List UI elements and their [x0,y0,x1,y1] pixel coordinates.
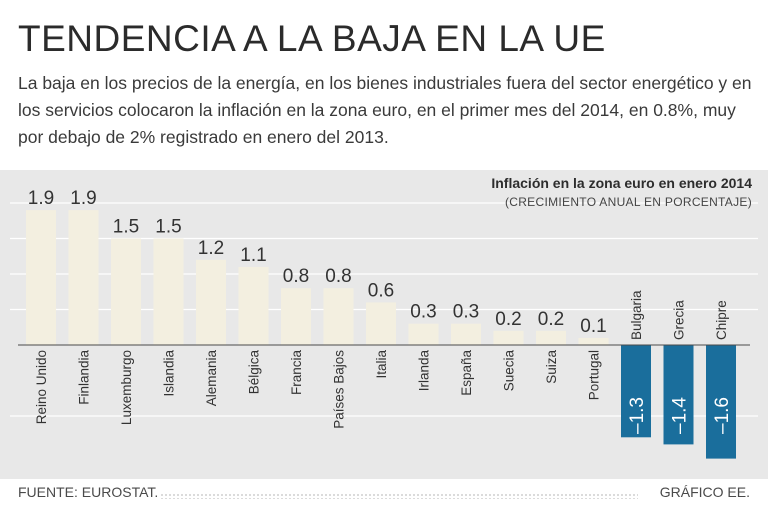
value-label: 0.3 [410,302,436,323]
value-label: 1.1 [240,245,266,266]
value-label: –1.4 [670,397,691,434]
category-label: Islandia [162,350,177,397]
category-label: Francia [289,350,304,396]
category-label: Italia [374,350,389,379]
value-label: –1.3 [627,397,648,434]
category-label: Grecia [672,300,687,340]
value-label: 0.3 [453,302,479,323]
value-label: 0.8 [325,266,351,287]
bar [281,288,311,345]
bar [26,210,56,345]
category-label: Luxemburgo [119,350,134,425]
chart-area: 1.9 Reino Unido 1.9 Finlandia 1.5 Luxemburgo 1… [0,170,768,479]
chart-title: Inflación en la zona euro en enero 2014 [491,175,752,191]
category-label: Portugal [587,350,602,400]
category-label: Suiza [544,350,559,384]
value-label: 0.8 [283,266,309,287]
value-label: 1.5 [155,217,181,238]
bar [153,238,184,345]
category-label: Bulgaria [629,290,644,340]
bar [238,266,269,345]
category-label: Países Bajos [332,350,347,429]
bar [536,330,566,345]
dotted-divider [160,493,638,499]
category-label: Irlanda [417,350,432,392]
bar [68,210,99,345]
category-label: Bélgica [247,350,262,395]
value-label: 0.2 [495,309,521,330]
bar [408,323,439,345]
footer: FUENTE: EUROSTAT. GRÁFICO EE. [0,479,768,509]
bar-chart: 1.9 Reino Unido 1.9 Finlandia 1.5 Luxemburgo 1… [10,175,758,459]
value-label: –1.6 [712,397,733,434]
category-label: Finlandia [77,350,92,405]
source-note: FUENTE: EUROSTAT. [18,484,159,500]
category-label: Suecia [502,350,517,392]
value-label: 0.2 [538,309,564,330]
value-label: 1.9 [70,188,96,209]
credit-note: GRÁFICO EE. [659,484,750,500]
value-label: 1.5 [113,217,139,238]
bar [706,345,736,459]
bar [451,323,481,345]
value-label: 1.9 [28,188,54,209]
bar [493,330,524,345]
value-label: 1.2 [198,238,224,259]
chart-subtitle: (CRECIMIENTO ANUAL EN PORCENTAJE) [505,195,752,209]
category-label: España [459,350,474,396]
category-label: Alemania [204,350,219,407]
page-title: TENDENCIA A LA BAJA EN LA UE [18,18,606,59]
value-label: 0.1 [580,316,606,337]
bar [578,337,609,345]
labels: 1.9 Reino Unido 1.9 Finlandia 1.5 Luxemburgo 1… [28,188,733,434]
bar [111,238,141,345]
value-label: 0.6 [368,280,394,301]
page-subtitle: La baja en los precios de la energía, en… [18,73,752,147]
bars [26,210,736,459]
category-label: Chipre [714,300,729,340]
bar [366,302,396,345]
bar [663,345,694,445]
bar [621,345,651,438]
bar [323,288,354,345]
category-label: Reino Unido [34,350,49,424]
bar [196,259,226,345]
